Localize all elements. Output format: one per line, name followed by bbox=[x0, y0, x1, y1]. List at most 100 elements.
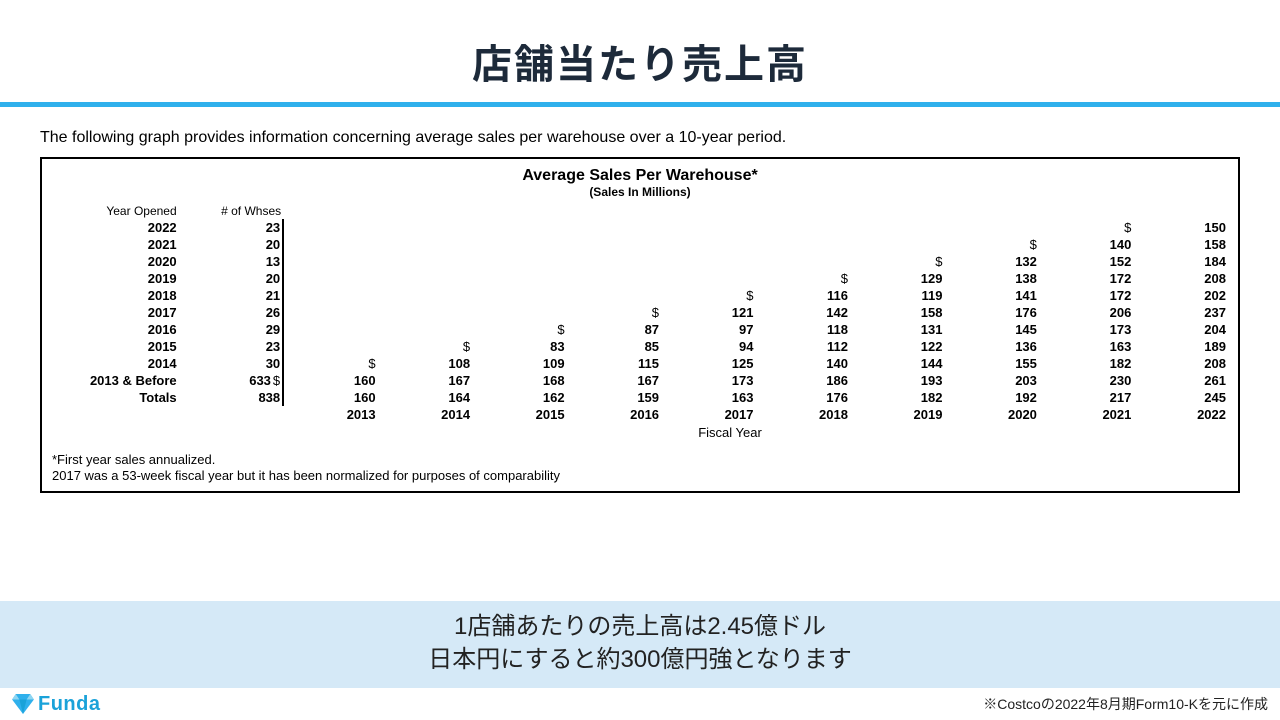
cell: $ bbox=[378, 338, 472, 355]
cell: 115 bbox=[567, 355, 661, 372]
cell bbox=[283, 287, 377, 304]
cell: 193 bbox=[850, 372, 944, 389]
callout-line-1: 1店舗あたりの売上高は2.45億ドル bbox=[0, 611, 1280, 643]
cell: 168 bbox=[472, 372, 566, 389]
row-whses: 30 bbox=[183, 355, 284, 372]
row-label: 2017 bbox=[52, 304, 183, 321]
cell: 150 bbox=[1133, 219, 1228, 236]
cell: 208 bbox=[1133, 270, 1228, 287]
fiscal-year: 2020 bbox=[944, 406, 1038, 423]
cell: $ bbox=[567, 304, 661, 321]
cell: 261 bbox=[1133, 372, 1228, 389]
cell bbox=[283, 219, 377, 236]
cell: 131 bbox=[850, 321, 944, 338]
row-label: Totals bbox=[52, 389, 183, 406]
cell bbox=[378, 321, 472, 338]
fiscal-year: 2013 bbox=[283, 406, 377, 423]
col-num-whses: # of Whses bbox=[183, 203, 284, 219]
cell: 140 bbox=[1039, 236, 1133, 253]
cell: 167 bbox=[567, 372, 661, 389]
cell: 129 bbox=[850, 270, 944, 287]
row-label: 2019 bbox=[52, 270, 183, 287]
cell: 162 bbox=[472, 389, 566, 406]
cell: 203 bbox=[944, 372, 1038, 389]
cell: $ bbox=[472, 321, 566, 338]
row-label: 2022 bbox=[52, 219, 183, 236]
cell: 158 bbox=[1133, 236, 1228, 253]
row-whses: 29 bbox=[183, 321, 284, 338]
cell bbox=[661, 253, 755, 270]
footer: Funda ※Costcoの2022年8月期Form10-Kを元に作成 bbox=[0, 688, 1280, 720]
cell: 160 bbox=[283, 372, 377, 389]
cell bbox=[472, 219, 566, 236]
cell: 155 bbox=[944, 355, 1038, 372]
cell: 208 bbox=[1133, 355, 1228, 372]
row-label: 2013 & Before bbox=[52, 372, 183, 389]
cell bbox=[472, 236, 566, 253]
source-text: ※Costcoの2022年8月期Form10-Kを元に作成 bbox=[983, 694, 1268, 714]
cell: 136 bbox=[944, 338, 1038, 355]
cell bbox=[283, 236, 377, 253]
cell bbox=[567, 236, 661, 253]
cell bbox=[378, 304, 472, 321]
cell bbox=[661, 270, 755, 287]
cell: 202 bbox=[1133, 287, 1228, 304]
chart-title: Average Sales Per Warehouse* bbox=[52, 167, 1228, 185]
col-year-opened: Year Opened bbox=[52, 203, 183, 219]
fiscal-year: 2022 bbox=[1133, 406, 1228, 423]
cell: 217 bbox=[1039, 389, 1133, 406]
row-whses: 13 bbox=[183, 253, 284, 270]
cell bbox=[661, 236, 755, 253]
note-2: 2017 was a 53-week fiscal year but it ha… bbox=[52, 468, 1228, 484]
cell: $ bbox=[944, 236, 1038, 253]
note-1: *First year sales annualized. bbox=[52, 452, 1228, 468]
cell bbox=[378, 253, 472, 270]
cell bbox=[756, 236, 850, 253]
row-whses: 20 bbox=[183, 236, 284, 253]
row-whses: 633$ bbox=[183, 372, 284, 389]
cell bbox=[283, 253, 377, 270]
fiscal-year: 2016 bbox=[567, 406, 661, 423]
cell: 94 bbox=[661, 338, 755, 355]
cell: 121 bbox=[661, 304, 755, 321]
cell: 118 bbox=[756, 321, 850, 338]
intro-text: The following graph provides information… bbox=[0, 107, 1280, 157]
cell bbox=[661, 219, 755, 236]
chart-frame: Average Sales Per Warehouse* (Sales In M… bbox=[40, 157, 1240, 493]
cell: 97 bbox=[661, 321, 755, 338]
row-label: 2021 bbox=[52, 236, 183, 253]
row-whses: 20 bbox=[183, 270, 284, 287]
row-whses: 838 bbox=[183, 389, 284, 406]
fiscal-year: 2015 bbox=[472, 406, 566, 423]
fiscal-year: 2021 bbox=[1039, 406, 1133, 423]
cell bbox=[850, 219, 944, 236]
cell: 159 bbox=[567, 389, 661, 406]
row-whses: 23 bbox=[183, 338, 284, 355]
cell: 186 bbox=[756, 372, 850, 389]
cell bbox=[944, 219, 1038, 236]
chart-notes: *First year sales annualized. 2017 was a… bbox=[52, 452, 1228, 485]
page-title: 店舗当たり売上高 bbox=[0, 32, 1280, 90]
row-whses: 26 bbox=[183, 304, 284, 321]
cell: 144 bbox=[850, 355, 944, 372]
cell: $ bbox=[283, 355, 377, 372]
callout-box: 1店舗あたりの売上高は2.45億ドル 日本円にすると約300億円強となります bbox=[0, 601, 1280, 688]
cell: 230 bbox=[1039, 372, 1133, 389]
cell: 145 bbox=[944, 321, 1038, 338]
cell bbox=[378, 287, 472, 304]
cell bbox=[283, 338, 377, 355]
cell: 192 bbox=[944, 389, 1038, 406]
cell: 122 bbox=[850, 338, 944, 355]
cell: 125 bbox=[661, 355, 755, 372]
cell: 189 bbox=[1133, 338, 1228, 355]
title-bar: 店舗当たり売上高 bbox=[0, 0, 1280, 102]
cell: 152 bbox=[1039, 253, 1133, 270]
diamond-icon bbox=[12, 694, 34, 714]
cell bbox=[756, 253, 850, 270]
fiscal-year: 2017 bbox=[661, 406, 755, 423]
cell bbox=[472, 270, 566, 287]
cell: 184 bbox=[1133, 253, 1228, 270]
cell bbox=[283, 304, 377, 321]
cell: 173 bbox=[661, 372, 755, 389]
cell: 182 bbox=[850, 389, 944, 406]
